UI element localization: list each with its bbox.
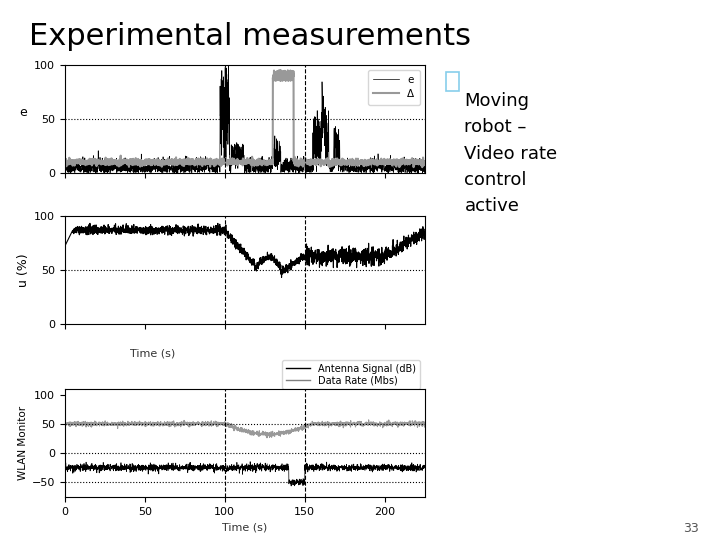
Δ [320,160,329,166]
Δ [418,164,426,171]
Y-axis label: e: e [19,106,27,119]
Text: 33: 33 [683,522,698,535]
e [235,146,244,152]
e [362,164,371,171]
e [414,170,423,176]
Δ [60,161,69,167]
Δ [276,67,285,73]
Text: Experimental measurements: Experimental measurements [29,22,471,51]
Y-axis label: WLAN Monitor: WLAN Monitor [17,406,27,480]
e [266,165,274,171]
Text: Moving
robot –
Video rate
control
active: Moving robot – Video rate control active [464,92,557,215]
Δ [266,161,274,167]
Δ [371,161,379,168]
Text: Time (s): Time (s) [130,349,175,359]
e [370,163,379,170]
Δ [370,160,379,167]
e [371,164,379,170]
Δ [235,159,244,166]
Line: Δ: Δ [65,70,425,167]
e [420,160,429,167]
e [60,162,69,168]
Legend: Antenna Signal (dB), Data Rate (Mbs): Antenna Signal (dB), Data Rate (Mbs) [282,360,420,389]
X-axis label: Time (s): Time (s) [222,522,267,532]
Δ [362,161,371,168]
Line: e: e [65,66,425,173]
Legend: e, Δ: e, Δ [368,70,420,105]
e [320,143,329,149]
Y-axis label: u (%): u (%) [17,253,30,287]
Δ [420,161,429,167]
e [224,63,233,70]
